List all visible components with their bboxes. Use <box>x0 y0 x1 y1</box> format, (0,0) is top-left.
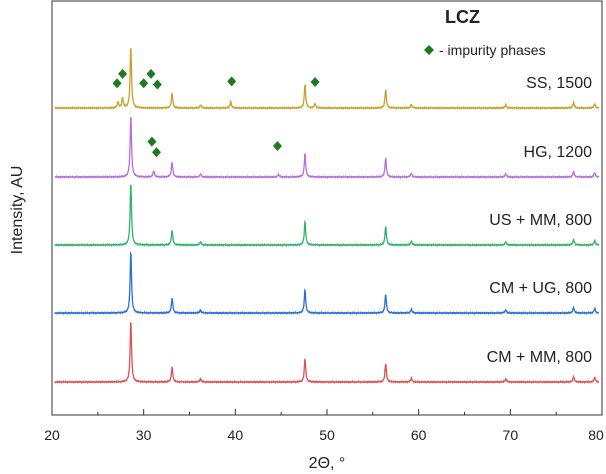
x-tick-label: 60 <box>411 427 427 443</box>
impurity-marker-icon <box>152 147 161 158</box>
x-tick-label: 80 <box>588 427 604 443</box>
impurity-marker-icon <box>152 79 162 90</box>
x-tick-label: 20 <box>44 427 60 443</box>
series-label-4: CM + MM, 800 <box>487 349 592 366</box>
series-line-0 <box>54 48 600 111</box>
x-axis-ticks: 20 30 40 50 60 70 80 <box>44 409 604 443</box>
legend-diamond-icon <box>424 45 434 55</box>
impurity-markers <box>112 68 320 158</box>
series-labels: SS, 1500 HG, 1200 US + MM, 800 CM + UG, 800… <box>487 75 592 366</box>
impurity-marker-icon <box>273 141 282 151</box>
impurity-marker-icon <box>147 136 157 147</box>
series-label-3: CM + UG, 800 <box>489 280 592 297</box>
series-line-2 <box>54 184 600 248</box>
impurity-marker-icon <box>227 76 237 87</box>
series-label-1: HG, 1200 <box>524 144 593 161</box>
x-tick-label: 50 <box>319 427 335 443</box>
impurity-marker-icon <box>112 78 122 89</box>
x-tick-label: 70 <box>503 427 519 443</box>
legend-text: - impurity phases <box>439 42 546 58</box>
x-axis-label: 2Θ, ° <box>309 455 346 472</box>
impurity-marker-icon <box>118 68 128 79</box>
y-axis-label: Intensity, AU <box>9 166 26 255</box>
x-tick-label: 30 <box>136 427 152 443</box>
impurity-marker-icon <box>139 78 149 89</box>
series-label-2: US + MM, 800 <box>489 212 592 229</box>
impurity-marker-icon <box>310 76 320 87</box>
series-line-3 <box>54 250 600 316</box>
x-tick-label: 40 <box>228 427 244 443</box>
impurity-marker-icon <box>146 68 156 79</box>
series-line-4 <box>54 322 600 385</box>
chart-title: LCZ <box>445 7 480 27</box>
series-label-0: SS, 1500 <box>526 75 592 92</box>
series-layer <box>54 48 600 385</box>
series-line-1 <box>54 116 600 180</box>
